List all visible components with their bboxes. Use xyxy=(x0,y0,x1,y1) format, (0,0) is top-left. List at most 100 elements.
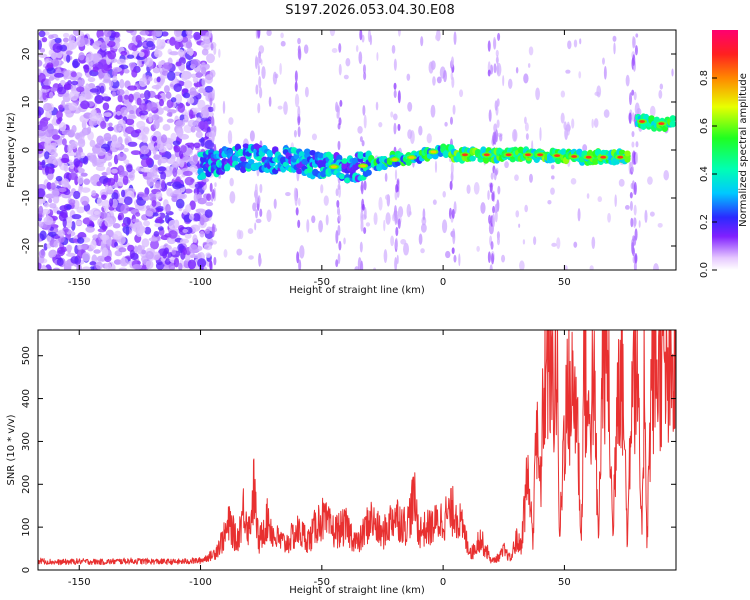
spectrogram-noise-cell xyxy=(85,83,90,93)
spectrogram-streak-cell xyxy=(298,259,302,270)
snr-y-tick-label: 0 xyxy=(21,567,32,573)
spectrogram-noise-cell xyxy=(135,34,142,44)
spectrogram-noise-cell xyxy=(93,210,100,215)
spectrogram-noise-cell xyxy=(75,220,83,226)
spectrogram-noise-cell xyxy=(153,154,161,160)
spectrogram-noise-cell xyxy=(318,220,323,233)
spectrogram-streak-cell xyxy=(634,151,638,164)
spectrogram-noise-cell xyxy=(96,181,102,187)
spectrogram-noise-cell xyxy=(77,175,84,185)
spectrogram-noise-cell xyxy=(57,187,67,193)
spectrogram-noise-cell xyxy=(81,200,89,206)
spectrogram-noise-cell xyxy=(578,71,582,79)
spectrogram-noise-cell xyxy=(193,77,198,84)
spectrogram-noise-cell xyxy=(188,244,199,254)
spectrogram-noise-cell xyxy=(304,86,309,98)
spectrogram-streak-cell xyxy=(360,180,364,195)
spectrogram-noise-cell xyxy=(152,67,161,74)
spectrogram-noise-cell xyxy=(499,133,503,142)
snr-x-tick-label: -150 xyxy=(68,577,91,588)
spectrogram-streak-cell xyxy=(631,166,635,173)
spectrogram-noise-cell xyxy=(432,76,436,86)
spectrogram-noise-cell xyxy=(258,87,263,99)
spectrogram-noise-cell xyxy=(228,117,234,125)
spectrogram-noise-cell xyxy=(127,85,138,91)
spectrogram-noise-cell xyxy=(280,40,286,47)
spectrogram-noise-cell xyxy=(480,202,486,214)
spectrogram-ridge-peak xyxy=(461,153,468,157)
snr-y-label: SNR (10 * v/v) xyxy=(6,414,17,485)
spectrogram-noise-cell xyxy=(200,136,205,147)
spectrogram-noise-cell xyxy=(103,30,112,38)
spectrogram-noise-cell xyxy=(120,189,126,198)
spectrogram-noise-cell xyxy=(46,234,52,243)
spectrogram-noise-cell xyxy=(56,246,66,257)
spectrogram-streak-cell xyxy=(339,99,343,107)
spectrogram-noise-cell xyxy=(378,196,383,211)
snr-y-ticks: 0 100 200 300 400 500 xyxy=(21,346,676,573)
spectrogram-noise-cell xyxy=(116,58,126,65)
spectrogram-noise-cell xyxy=(658,89,663,99)
snr-y-tick-label: 300 xyxy=(21,432,32,451)
spectrogram-ridge-peak xyxy=(617,155,624,159)
spectrogram-noise-cell xyxy=(155,206,165,212)
spectrogram-noise-cell xyxy=(154,94,162,99)
spectrogram-noise-cell xyxy=(122,175,129,186)
spectrogram-noise-cell xyxy=(93,249,101,254)
spectrogram-noise-cell xyxy=(131,69,138,78)
spectrogram-noise-cell xyxy=(444,121,448,127)
spectrogram-noise-cell xyxy=(204,228,210,234)
spectrogram-noise-cell xyxy=(54,37,62,44)
spectrogram-streak-cell xyxy=(629,200,633,212)
spectrogram-noise-cell xyxy=(52,267,61,270)
spectrogram-noise-cell xyxy=(55,175,63,182)
spectrogram-streak-cell xyxy=(452,230,456,245)
spectrogram-noise-cell xyxy=(589,265,594,270)
spectrogram-noise-cell xyxy=(58,104,64,111)
spectrogram-noise-cell xyxy=(160,134,168,144)
spectrogram-noise-cell xyxy=(394,169,398,181)
spectrogram-streak-cell xyxy=(257,102,261,114)
spectrogram-streak-cell xyxy=(393,58,397,71)
spectrogram-noise-cell xyxy=(170,132,177,142)
spectrogram-noise-cell xyxy=(56,110,63,120)
spectrogram-noise-cell xyxy=(78,52,85,61)
spectrogram-streak-cell xyxy=(338,43,342,53)
spectrogram-noise-cell xyxy=(373,267,377,270)
spectrogram-noise-cell xyxy=(343,74,349,80)
spectrogram-noise-cell xyxy=(187,119,197,128)
spectrogram-noise-cell xyxy=(38,40,42,50)
spectrogram-noise-cell xyxy=(146,40,154,48)
spectrogram-noise-cell xyxy=(39,122,48,132)
spectrogram-streak-cell xyxy=(335,101,339,112)
spectrogram-noise-cell xyxy=(61,193,72,199)
spectrogram-ridge-cell xyxy=(224,163,231,172)
spectrogram-streak-cell xyxy=(254,183,258,197)
spectrogram-streak-cell xyxy=(497,185,501,195)
spectrogram-ridge-cell xyxy=(245,162,252,169)
spectrogram-noise-cell xyxy=(80,243,90,251)
spectrogram-noise-cell xyxy=(61,178,70,188)
spectrogram-noise-cell xyxy=(155,191,163,200)
spectrogram-streak-cell xyxy=(489,264,493,270)
spectrogram-noise-cell xyxy=(123,159,130,165)
spectrogram-noise-cell xyxy=(62,37,69,43)
spectrogram-noise-cell xyxy=(101,171,109,176)
spectrogram-streak-cell xyxy=(255,84,259,95)
spectrogram-noise-cell xyxy=(59,205,69,212)
spectrogram-streak-cell xyxy=(335,188,339,197)
spectrogram-noise-cell xyxy=(156,76,161,83)
spectrogram-noise-cell xyxy=(48,198,53,204)
spectrogram-noise-cell xyxy=(145,210,154,217)
spectrogram-noise-cell xyxy=(192,213,201,222)
spectrogram-noise-cell xyxy=(44,165,49,176)
spectrogram-noise-cell xyxy=(120,203,130,214)
spectrogram-noise-cell xyxy=(441,219,448,234)
spectrogram-streak-cell xyxy=(360,260,364,270)
spectrogram-streak-cell xyxy=(488,214,492,224)
spectrogram-ridge-cell xyxy=(338,173,346,180)
spectrogram-noise-cell xyxy=(201,48,209,56)
spectrogram-streak-cell xyxy=(363,71,367,81)
spectrogram-noise-cell xyxy=(473,182,480,195)
spectrogram-noise-cell xyxy=(38,249,46,259)
